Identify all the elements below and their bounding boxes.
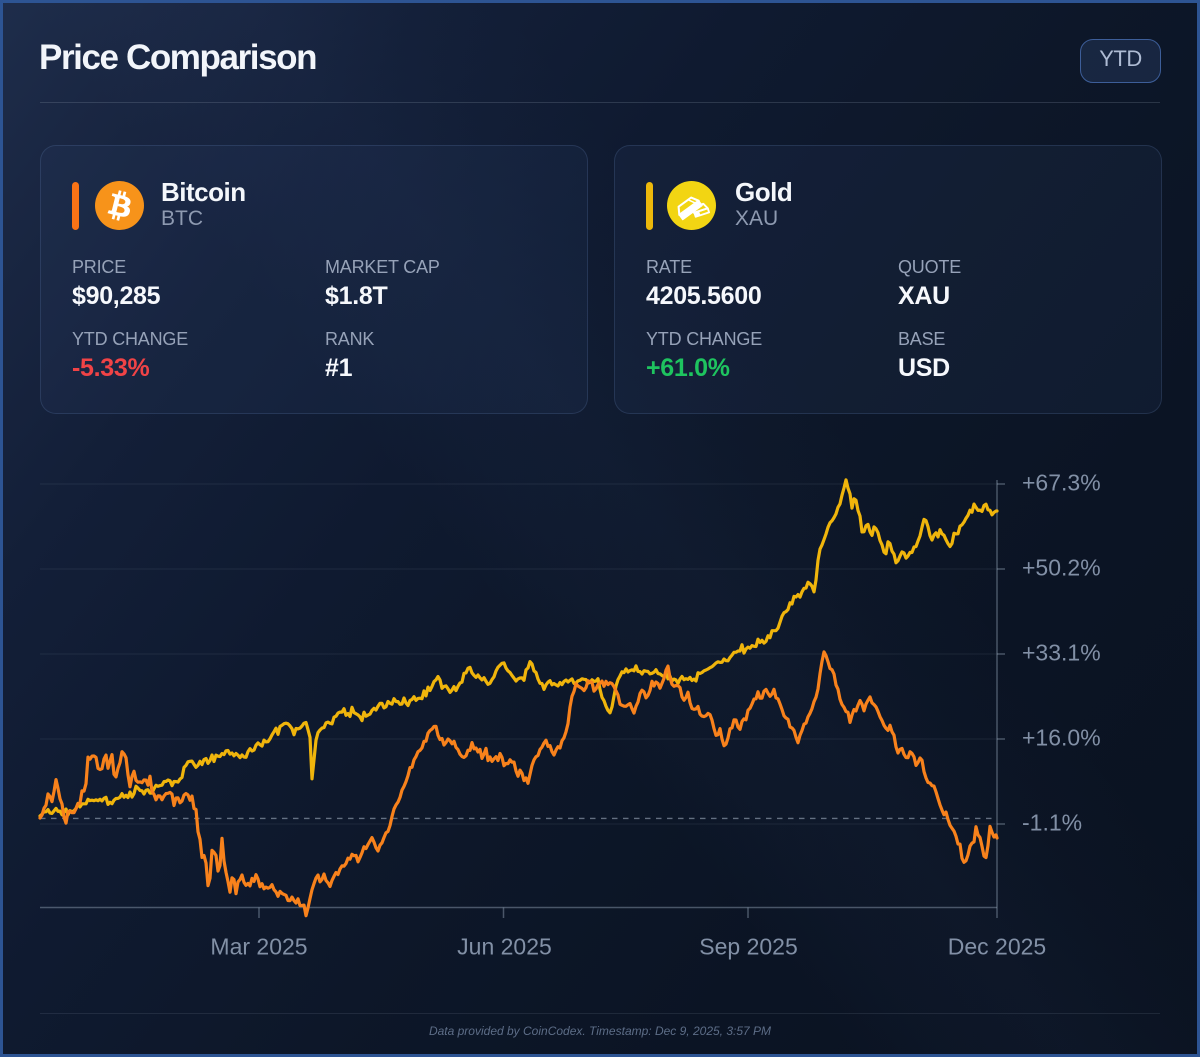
svg-text:+50.2%: +50.2%: [1022, 555, 1101, 581]
svg-text:Jun 2025: Jun 2025: [457, 934, 552, 960]
svg-text:-1.1%: -1.1%: [1022, 810, 1082, 836]
svg-text:+16.0%: +16.0%: [1022, 725, 1101, 751]
svg-text:+33.1%: +33.1%: [1022, 640, 1101, 666]
svg-text:Mar 2025: Mar 2025: [210, 934, 307, 960]
svg-text:Sep 2025: Sep 2025: [699, 934, 797, 960]
svg-text:Dec 2025: Dec 2025: [948, 934, 1046, 960]
svg-text:+67.3%: +67.3%: [1022, 470, 1101, 496]
